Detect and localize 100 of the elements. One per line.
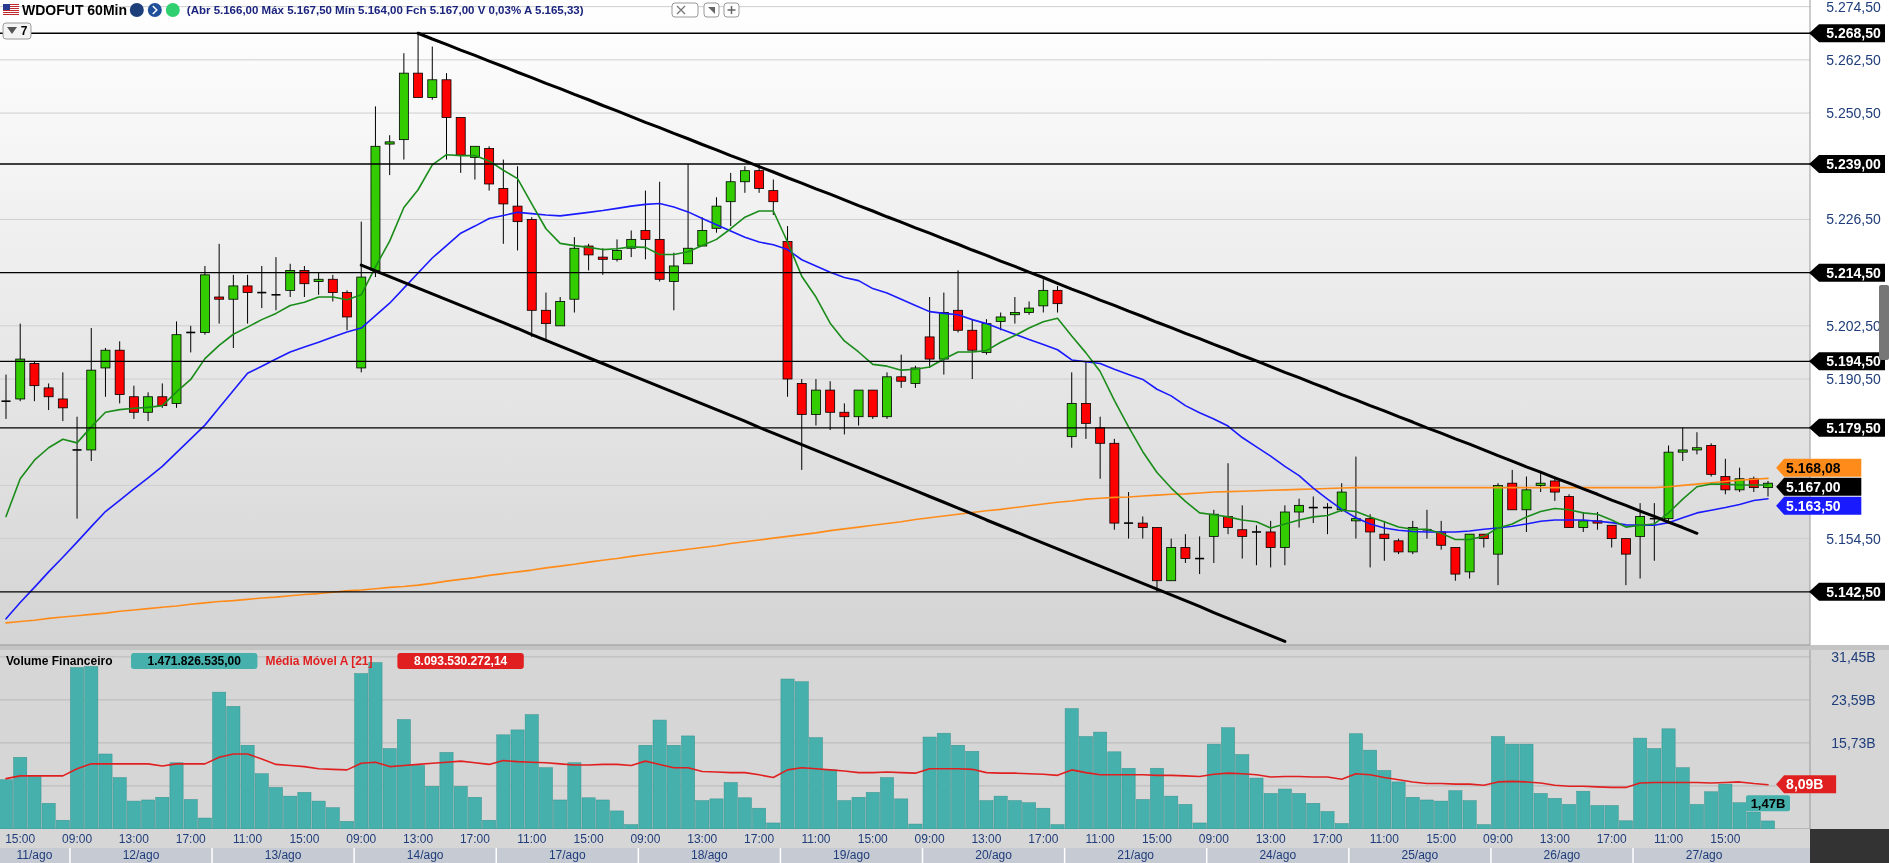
candlestick <box>1024 300 1034 316</box>
candlestick <box>1578 511 1589 533</box>
data-label: 1,47B <box>1750 795 1786 811</box>
x-tick-label: 15:00 <box>289 832 320 847</box>
candlestick <box>1038 278 1049 314</box>
candlestick <box>1251 524 1262 566</box>
x-tick-label: 09:00 <box>346 832 377 847</box>
x-tick-label: 09:00 <box>1483 832 1514 847</box>
candlestick <box>242 274 253 325</box>
x-tick-label: 09:00 <box>630 832 661 847</box>
y-tick-label: 31,45B <box>1831 648 1876 665</box>
data-label: 8,09B <box>1786 776 1824 793</box>
candlestick <box>541 292 551 340</box>
candlestick <box>1265 520 1276 568</box>
candlestick <box>1137 515 1148 540</box>
y-tick-label: 5.226,50 <box>1826 211 1881 228</box>
x-tick-label: 17:00 <box>175 832 207 847</box>
line-series <box>5 477 1769 624</box>
x-tick-label: 13:00 <box>1539 832 1571 847</box>
x-tick-label: 13:00 <box>687 832 718 847</box>
text: 25/ago <box>1401 848 1439 863</box>
annotation: 7 <box>20 24 28 39</box>
candlestick <box>1336 482 1347 513</box>
ref-line-label: 5.239,00 <box>1826 155 1881 172</box>
candlestick <box>1549 476 1560 502</box>
candlestick <box>1535 471 1546 493</box>
x-tick-label: 17:00 <box>744 832 775 847</box>
text: 13/ago <box>264 848 302 863</box>
text: 14/ago <box>406 848 444 863</box>
candlestick <box>1351 456 1361 540</box>
line-series <box>5 202 1769 620</box>
x-tick-label: 11:00 <box>801 832 831 847</box>
candlestick <box>697 216 708 247</box>
x-tick-label: 17:00 <box>1312 832 1343 847</box>
text: 27/ago <box>1685 848 1723 863</box>
candlestick <box>327 274 338 302</box>
candlestick <box>910 365 921 389</box>
x-tick-label: 11:00 <box>1653 832 1684 847</box>
ref-line-label: 5.268,50 <box>1826 25 1881 42</box>
text: 19/ago <box>833 848 871 863</box>
candlestick <box>1365 513 1376 568</box>
x-tick-label: 17:00 <box>459 832 491 847</box>
x-tick-label: 11:00 <box>1085 832 1116 847</box>
chart-subtitle: (Abr 5.166,00 Máx 5.167,50 Mín 5.164,00 Fch 5.167,00 V 0,03% A 5.165,33) <box>186 4 584 17</box>
text: 11/ago <box>16 848 53 863</box>
annotation: 1.471.826.535,00 <box>147 654 242 669</box>
x-tick-label: 11:00 <box>1369 832 1400 847</box>
y-tick-label: 5.202,50 <box>1826 317 1881 334</box>
candlestick <box>43 382 54 411</box>
x-tick-label: 15:00 <box>1710 832 1741 847</box>
x-tick-label: 15:00 <box>1141 832 1173 847</box>
candlestick <box>711 196 722 234</box>
text: 18/ago <box>691 848 729 863</box>
text: 24/ago <box>1259 848 1297 863</box>
candlestick <box>1621 538 1631 586</box>
x-tick-label: 15:00 <box>1426 832 1457 847</box>
x-tick-label: 15:00 <box>573 832 604 847</box>
y-tick-label: 15,73B <box>1831 734 1876 751</box>
text: 5.167,00 <box>1786 478 1841 495</box>
x-tick-label: 13:00 <box>1255 832 1286 847</box>
x-tick-label: 13:00 <box>118 832 150 847</box>
text: Média Móvel A [21] <box>265 654 373 669</box>
x-tick-label: 11:00 <box>232 832 263 847</box>
candlestick <box>1123 491 1134 540</box>
data-label: 5.163,50 <box>1786 497 1841 514</box>
text: 20/ago <box>975 848 1013 863</box>
x-tick-label: 17:00 <box>1028 832 1059 847</box>
x-tick-label: 09:00 <box>1198 832 1230 847</box>
candlestick <box>768 179 779 216</box>
x-tick-label: 15:00 <box>5 832 36 847</box>
candlestick <box>1052 285 1063 314</box>
candlestick <box>57 371 68 422</box>
ref-line-label: 5.194,50 <box>1826 353 1881 370</box>
candlestick <box>1208 509 1219 564</box>
candlestick <box>612 238 622 263</box>
chart-title: WDOFUT 60Min <box>22 1 127 18</box>
y-tick-label: 5.154,50 <box>1826 530 1881 547</box>
x-tick-label: 09:00 <box>914 832 945 847</box>
candlestick <box>128 385 139 420</box>
candlestick <box>1223 462 1233 535</box>
candlestick <box>228 274 239 349</box>
candlestick <box>1009 296 1020 325</box>
candlestick <box>0 374 12 420</box>
y-tick-label: 5.250,50 <box>1826 104 1881 121</box>
text: 26/ago <box>1543 848 1581 863</box>
candlestick <box>640 190 651 260</box>
candlestick <box>1237 504 1248 560</box>
x-tick-label: 15:00 <box>857 832 889 847</box>
y-tick-label: 5.190,50 <box>1826 370 1881 387</box>
ref-line-label: 5.214,50 <box>1826 264 1881 281</box>
candlestick <box>143 391 153 422</box>
candlestick <box>1692 431 1702 455</box>
candlestick <box>1180 533 1191 564</box>
x-tick-label: 11:00 <box>517 832 547 847</box>
y-tick-label: 5.274,50 <box>1826 0 1881 15</box>
y-tick-label: 5.262,50 <box>1826 51 1881 68</box>
annotation: 8.093.530.272,14 <box>413 654 508 669</box>
ref-line-label: 5.179,50 <box>1826 419 1881 436</box>
data-label: 5.168,08 <box>1786 459 1841 476</box>
series-label: Volume Financeiro <box>6 654 113 669</box>
